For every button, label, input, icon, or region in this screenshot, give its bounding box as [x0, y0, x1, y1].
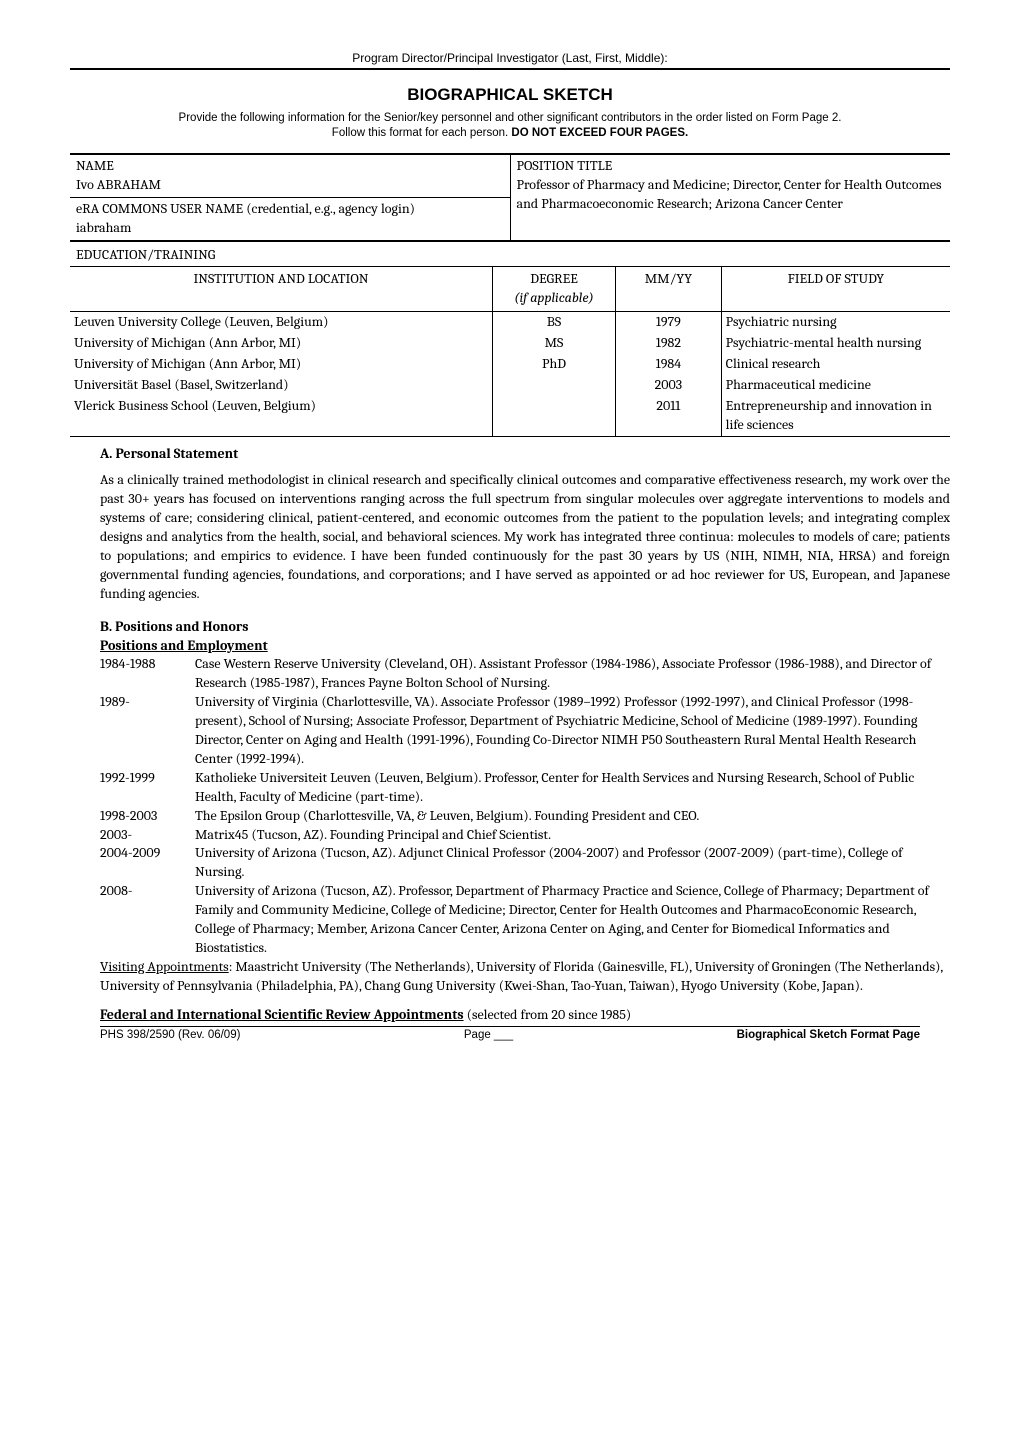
col-header-institution: INSTITUTION AND LOCATION	[70, 267, 492, 311]
position-row: 2004-2009 University of Arizona (Tucson,…	[100, 844, 950, 882]
degree-header-sub: (if applicable)	[514, 289, 593, 306]
edu-institution: University of Michigan (Ann Arbor, MI)	[70, 333, 492, 354]
identity-table: NAME Ivo ABRAHAM POSITION TITLE Professo…	[70, 153, 950, 241]
page-footer: PHS 398/2590 (Rev. 06/09) Page ___ Biogr…	[100, 1028, 920, 1044]
position-years: 1992-1999	[100, 769, 195, 807]
federal-appointments-suffix: (selected from 20 since 1985)	[464, 1006, 632, 1023]
footer-right: Biographical Sketch Format Page	[737, 1028, 920, 1044]
edu-institution: Universität Basel (Basel, Switzerland)	[70, 375, 492, 396]
position-description: Katholieke Universiteit Leuven (Leuven, …	[195, 769, 950, 807]
subtitle-line-1: Provide the following information for th…	[179, 112, 842, 124]
position-years: 2003-	[100, 826, 195, 845]
position-row: 1984-1988 Case Western Reserve Universit…	[100, 655, 950, 693]
edu-institution: Vlerick Business School (Leuven, Belgium…	[70, 396, 492, 436]
education-row: University of Michigan (Ann Arbor, MI) M…	[70, 333, 950, 354]
personal-statement-heading: A. Personal Statement	[100, 445, 950, 464]
positions-employment-subheading: Positions and Employment	[100, 637, 950, 656]
position-years: 1989-	[100, 693, 195, 769]
edu-date: 1979	[616, 312, 722, 333]
position-description: University of Arizona (Tucson, AZ). Adju…	[195, 844, 950, 882]
edu-field: Psychiatric-mental health nursing	[721, 333, 950, 354]
position-description: University of Virginia (Charlottesville,…	[195, 693, 950, 769]
position-description: Matrix45 (Tucson, AZ). Founding Principa…	[195, 826, 950, 845]
document-title: BIOGRAPHICAL SKETCH	[70, 84, 950, 107]
positions-honors-heading: B. Positions and Honors	[100, 618, 950, 637]
position-row: 2008- University of Arizona (Tucson, AZ)…	[100, 882, 950, 958]
degree-header-text: DEGREE	[530, 270, 578, 287]
era-commons-value: iabraham	[76, 219, 504, 238]
education-training-label: EDUCATION/TRAINING	[70, 242, 950, 268]
edu-date: 2003	[616, 375, 722, 396]
edu-field: Clinical research	[721, 354, 950, 375]
federal-appointments: Federal and International Scientific Rev…	[100, 1006, 950, 1025]
edu-institution: Leuven University College (Leuven, Belgi…	[70, 312, 492, 333]
footer-center: Page ___	[464, 1028, 513, 1044]
position-years: 2008-	[100, 882, 195, 958]
name-label: NAME	[76, 157, 504, 176]
edu-field: Entrepreneurship and innovation in life …	[721, 396, 950, 436]
position-title-value: Professor of Pharmacy and Medicine; Dire…	[517, 176, 945, 214]
education-row: Universität Basel (Basel, Switzerland) 2…	[70, 375, 950, 396]
edu-field: Pharmaceutical medicine	[721, 375, 950, 396]
edu-institution: University of Michigan (Ann Arbor, MI)	[70, 354, 492, 375]
position-row: 1992-1999 Katholieke Universiteit Leuven…	[100, 769, 950, 807]
col-header-date: MM/YY	[616, 267, 722, 311]
position-row: 1989- University of Virginia (Charlottes…	[100, 693, 950, 769]
edu-field: Psychiatric nursing	[721, 312, 950, 333]
edu-date: 2011	[616, 396, 722, 436]
education-table: INSTITUTION AND LOCATION DEGREE (if appl…	[70, 267, 950, 436]
edu-degree: BS	[492, 312, 615, 333]
col-header-field: FIELD OF STUDY	[721, 267, 950, 311]
document-subtitle: Provide the following information for th…	[70, 111, 950, 141]
education-row: Leuven University College (Leuven, Belgi…	[70, 312, 950, 333]
visiting-appointments: Visiting Appointments: Maastricht Univer…	[100, 958, 950, 996]
program-director-label: Program Director/Principal Investigator …	[70, 50, 950, 70]
edu-date: 1982	[616, 333, 722, 354]
position-years: 1998-2003	[100, 807, 195, 826]
positions-list: 1984-1988 Case Western Reserve Universit…	[100, 655, 950, 957]
position-description: Case Western Reserve University (Clevela…	[195, 655, 950, 693]
position-row: 2003- Matrix45 (Tucson, AZ). Founding Pr…	[100, 826, 950, 845]
position-title-label: POSITION TITLE	[517, 157, 945, 176]
position-description: The Epsilon Group (Charlottesville, VA, …	[195, 807, 950, 826]
position-description: University of Arizona (Tucson, AZ). Prof…	[195, 882, 950, 958]
position-years: 2004-2009	[100, 844, 195, 882]
edu-date: 1984	[616, 354, 722, 375]
position-years: 1984-1988	[100, 655, 195, 693]
subtitle-line-2a: Follow this format for each person.	[332, 127, 512, 139]
edu-degree: MS	[492, 333, 615, 354]
edu-degree: PhD	[492, 354, 615, 375]
footer-rule	[100, 1026, 920, 1027]
col-header-degree: DEGREE (if applicable)	[492, 267, 615, 311]
education-row: University of Michigan (Ann Arbor, MI) P…	[70, 354, 950, 375]
position-row: 1998-2003 The Epsilon Group (Charlottesv…	[100, 807, 950, 826]
name-value: Ivo ABRAHAM	[76, 176, 504, 195]
federal-appointments-heading: Federal and International Scientific Rev…	[100, 1006, 464, 1023]
education-row: Vlerick Business School (Leuven, Belgium…	[70, 396, 950, 436]
visiting-appointments-label: Visiting Appointments	[100, 958, 229, 975]
edu-degree	[492, 396, 615, 436]
era-commons-label: eRA COMMONS USER NAME (credential, e.g.,…	[76, 200, 504, 219]
personal-statement-body: As a clinically trained methodologist in…	[100, 471, 950, 603]
subtitle-line-2b: DO NOT EXCEED FOUR PAGES.	[511, 127, 688, 139]
footer-left: PHS 398/2590 (Rev. 06/09)	[100, 1028, 240, 1044]
edu-degree	[492, 375, 615, 396]
